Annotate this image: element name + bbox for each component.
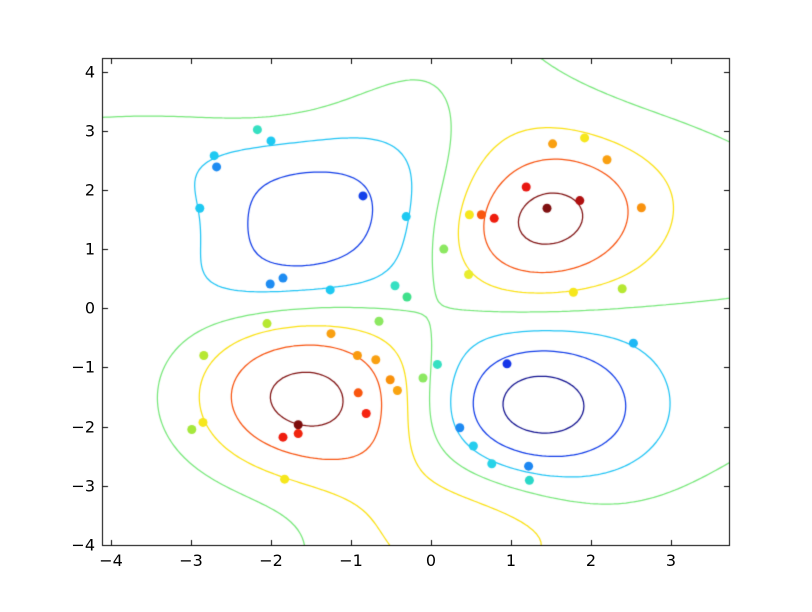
x-tick-label: −2	[259, 551, 283, 570]
y-tick-label: −4	[71, 535, 95, 555]
y-tick-label: 4	[84, 62, 95, 82]
y-tick-label: 0	[84, 298, 95, 318]
x-tick-label: 3	[665, 551, 677, 570]
y-tick-label: −1	[71, 357, 95, 377]
x-tick-label: −3	[179, 551, 203, 570]
x-tick-label: −1	[339, 551, 363, 570]
x-tick-label: 1	[505, 551, 517, 570]
y-tick-label: 1	[84, 239, 95, 259]
x-tick-label: 2	[585, 551, 597, 570]
y-tick-label: −3	[71, 476, 95, 496]
x-tick-label: 0	[425, 551, 437, 570]
y-tick-label: 2	[84, 180, 95, 200]
x-tick-label: −4	[99, 551, 123, 570]
y-tick-label: −2	[71, 417, 95, 437]
y-tick-label: 3	[84, 121, 95, 141]
